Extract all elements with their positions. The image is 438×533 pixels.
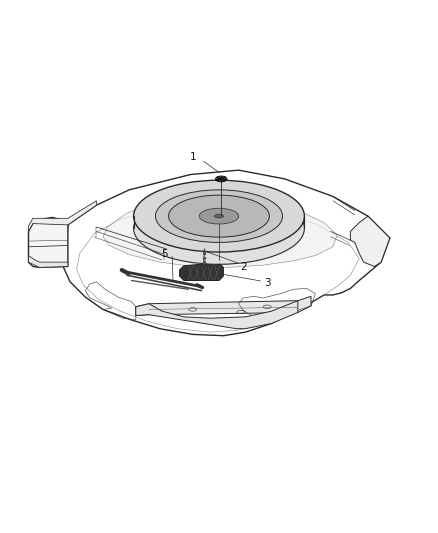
Ellipse shape (215, 214, 223, 218)
Ellipse shape (134, 180, 304, 252)
Polygon shape (28, 217, 68, 268)
Text: 5: 5 (161, 249, 168, 259)
Polygon shape (103, 195, 337, 268)
Text: 1: 1 (189, 152, 196, 162)
Polygon shape (180, 263, 223, 280)
Polygon shape (28, 201, 96, 231)
Ellipse shape (199, 208, 239, 224)
Ellipse shape (215, 176, 227, 182)
Ellipse shape (169, 195, 269, 237)
Text: 3: 3 (264, 278, 271, 288)
Polygon shape (28, 255, 68, 268)
Polygon shape (350, 216, 390, 266)
Ellipse shape (134, 192, 304, 264)
Polygon shape (136, 301, 298, 329)
Polygon shape (136, 296, 311, 316)
Text: 2: 2 (240, 262, 247, 271)
Ellipse shape (155, 190, 283, 243)
